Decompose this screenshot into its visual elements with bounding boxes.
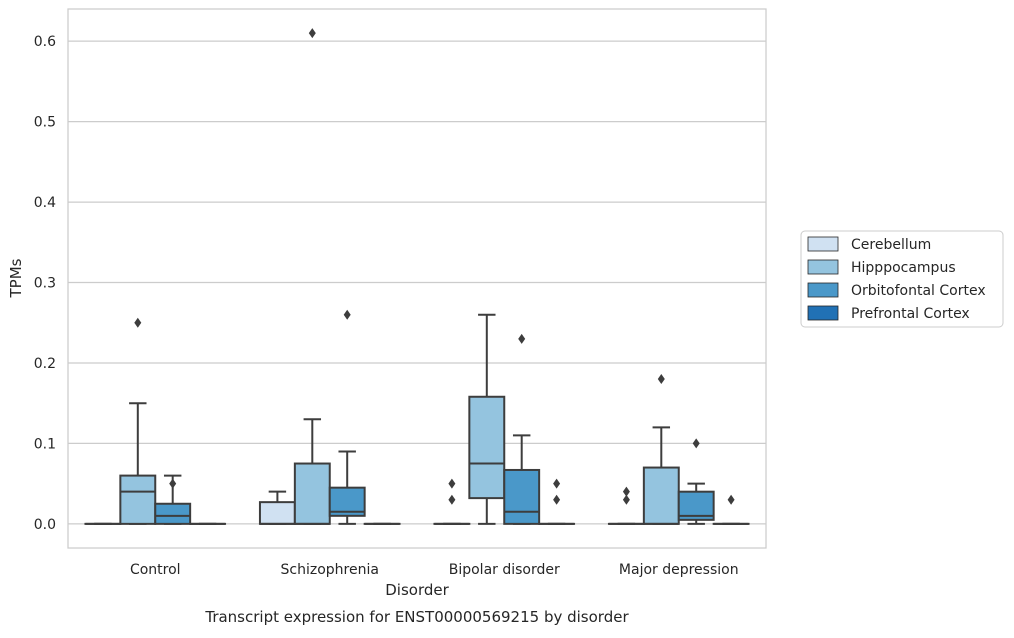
- box-rect: [260, 502, 295, 524]
- y-tick-label: 0.1: [34, 436, 56, 452]
- box-rect: [155, 504, 190, 524]
- box-rect: [504, 470, 539, 524]
- legend-swatch: [808, 237, 838, 251]
- y-tick-label: 0.6: [34, 34, 56, 50]
- box-rect: [469, 397, 504, 498]
- legend-label: Prefrontal Cortex: [851, 306, 970, 322]
- legend-swatch: [808, 283, 838, 297]
- x-tick-labels: Control Schizophrenia Bipolar disorder Majo…: [130, 562, 739, 578]
- legend-swatch: [808, 260, 838, 274]
- y-tick-label: 0.5: [34, 115, 56, 131]
- legend: Cerebellum Hipppocampus Orbitofontal Corte…: [801, 231, 1003, 327]
- x-tick-label: Control: [130, 562, 181, 578]
- box-rect: [295, 464, 330, 524]
- legend-label: Cerebellum: [851, 237, 931, 253]
- y-tick-label: 0.0: [34, 517, 56, 533]
- y-tick-label: 0.2: [34, 356, 56, 372]
- legend-label: Orbitofontal Cortex: [851, 283, 986, 299]
- legend-label: Hipppocampus: [851, 260, 956, 276]
- chart-caption: Transcript expression for ENST0000056921…: [204, 608, 629, 626]
- x-axis-label: Disorder: [385, 581, 449, 599]
- x-tick-label: Schizophrenia: [281, 562, 379, 578]
- legend-swatch: [808, 306, 838, 320]
- x-tick-label: Bipolar disorder: [449, 562, 560, 578]
- x-tick-label: Major depression: [619, 562, 739, 578]
- box-rect: [120, 476, 155, 524]
- y-axis-label: TPMs: [7, 258, 25, 298]
- box-rect: [644, 468, 679, 524]
- y-tick-labels: 0.0 0.1 0.2 0.3 0.4 0.5 0.6: [34, 34, 56, 533]
- y-tick-label: 0.3: [34, 276, 56, 292]
- y-tick-label: 0.4: [34, 195, 56, 211]
